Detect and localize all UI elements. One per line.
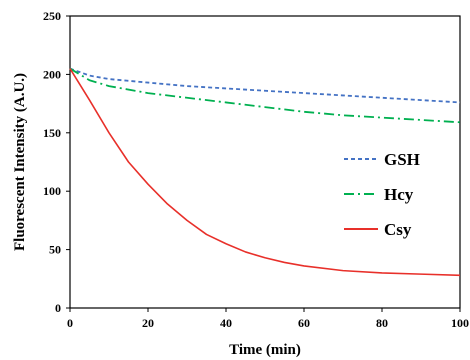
x-tick-label: 100 [451,316,469,330]
y-tick-label: 250 [43,9,61,23]
y-tick-label: 50 [49,243,61,257]
x-tick-label: 20 [142,316,154,330]
y-tick-label: 200 [43,67,61,81]
x-axis-title: Time (min) [229,342,301,358]
series-line-csy [69,68,461,277]
x-tick-label: 80 [376,316,388,330]
legend-label-hcy: Hcy [384,185,414,204]
x-tick-label: 0 [67,316,73,330]
y-tick-label: 0 [55,301,61,315]
y-axis-title: Fluorescent Intensity (A.U.) [12,73,28,251]
plot-frame [69,15,461,309]
legend: GSH Hcy Csy [344,150,420,239]
y-tick-label: 100 [43,184,61,198]
y-tick-label: 150 [43,126,61,140]
legend-label-csy: Csy [384,220,412,239]
ticks-layer: 0 20 40 60 80 100 0 50 100 150 200 250 [43,9,469,330]
x-tick-label: 60 [298,316,310,330]
x-tick-label: 40 [220,316,232,330]
series-line-hcy [69,67,461,124]
series-line-gsh [69,67,461,104]
legend-label-gsh: GSH [384,150,420,169]
series-layer [69,67,461,277]
